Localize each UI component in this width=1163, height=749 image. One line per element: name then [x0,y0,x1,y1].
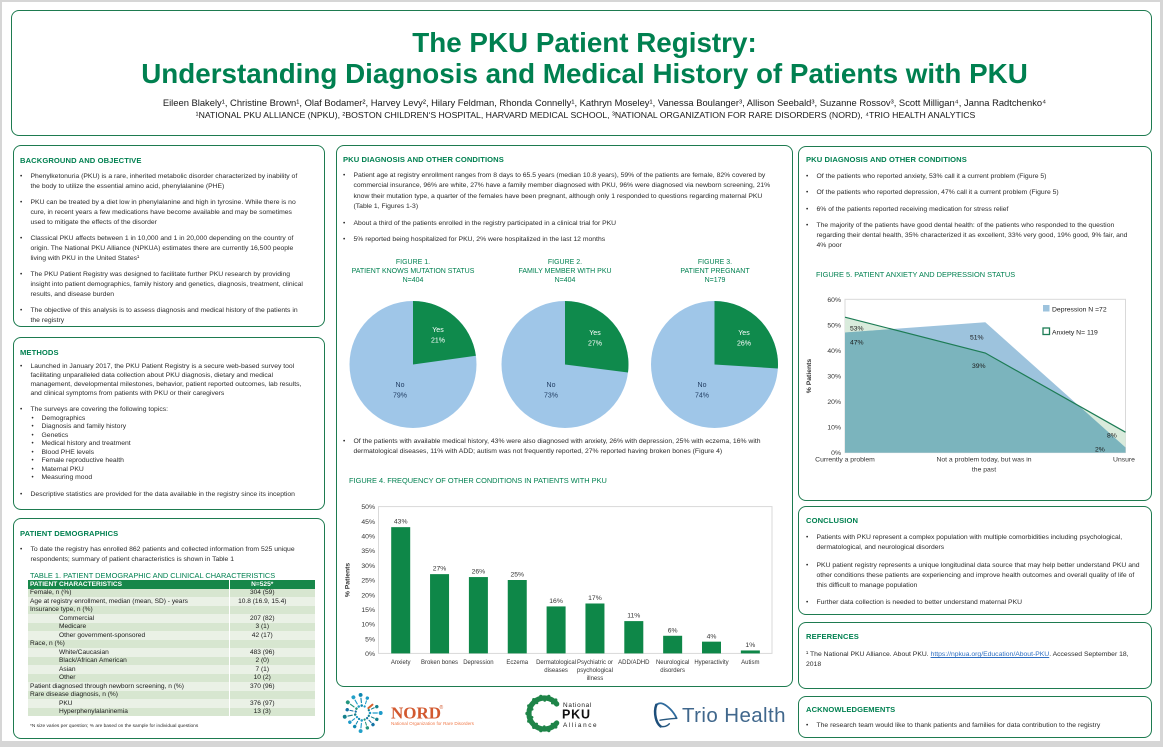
svg-text:8%: 8% [1107,433,1117,440]
svg-text:40%: 40% [361,534,375,541]
svg-text:6%: 6% [668,627,678,634]
svg-text:16%: 16% [549,598,563,605]
svg-text:% Patients: % Patients [345,563,352,598]
svg-text:% Patients: % Patients [806,359,813,394]
svg-text:79%: 79% [393,393,407,400]
svg-text:Autism: Autism [741,660,759,666]
svg-text:Neurological: Neurological [656,660,689,666]
svg-text:Yes: Yes [589,330,601,337]
svg-text:30%: 30% [361,563,375,570]
svg-text:40%: 40% [827,348,841,355]
svg-text:Not a problem today, but was i: Not a problem today, but was in [936,457,1031,464]
svg-text:2%: 2% [1095,447,1105,454]
svg-text:psychological: psychological [577,668,613,674]
svg-text:35%: 35% [361,548,375,555]
svg-text:Depression N =72: Depression N =72 [1052,307,1107,314]
svg-text:National Organization for Rare: National Organization for Rare Disorders [391,721,475,726]
svg-text:4%: 4% [707,633,717,640]
svg-text:illness: illness [587,676,604,682]
svg-text:43%: 43% [394,519,408,526]
svg-text:the past: the past [972,467,996,474]
svg-text:No: No [547,382,556,389]
svg-text:27%: 27% [588,341,602,348]
svg-text:10%: 10% [361,622,375,629]
svg-text:1%: 1% [745,642,755,649]
svg-text:30%: 30% [827,374,841,381]
svg-text:NORD: NORD [391,704,441,723]
svg-text:50%: 50% [827,322,841,329]
svg-text:10%: 10% [827,425,841,432]
svg-text:39%: 39% [972,363,986,370]
svg-text:20%: 20% [827,399,841,406]
svg-text:53%: 53% [850,326,864,333]
svg-text:27%: 27% [433,566,447,573]
svg-text:73%: 73% [544,393,558,400]
svg-text:5%: 5% [365,636,375,643]
svg-text:15%: 15% [361,607,375,614]
svg-text:26%: 26% [472,569,486,576]
svg-text:60%: 60% [827,297,841,304]
svg-text:Yes: Yes [738,330,750,337]
svg-text:0%: 0% [365,651,375,658]
svg-text:25%: 25% [361,578,375,585]
svg-text:Alliance: Alliance [563,722,598,729]
svg-text:No: No [698,382,707,389]
svg-text:Psychiatric or: Psychiatric or [577,660,613,666]
svg-text:11%: 11% [627,613,640,620]
svg-text:45%: 45% [361,519,375,526]
svg-text:Eczema: Eczema [506,660,528,666]
svg-text:Currently a problem: Currently a problem [815,457,875,464]
svg-text:No: No [396,382,405,389]
svg-text:Yes: Yes [432,327,444,334]
svg-text:74%: 74% [695,393,709,400]
svg-text:17%: 17% [588,595,602,602]
svg-text:Hyperactivity: Hyperactivity [694,660,728,666]
svg-text:ADD/ADHD: ADD/ADHD [618,660,650,666]
svg-text:diseases: diseases [544,668,568,674]
svg-text:51%: 51% [970,335,984,342]
svg-text:Anxiety: Anxiety [391,660,411,666]
svg-text:21%: 21% [431,338,445,345]
svg-text:50%: 50% [361,504,375,511]
svg-text:0%: 0% [831,450,841,457]
svg-text:Unsure: Unsure [1113,457,1135,464]
svg-text:25%: 25% [510,572,524,579]
svg-text:Broken bones: Broken bones [421,660,458,666]
svg-text:disorders: disorders [660,668,685,674]
svg-text:Dermatological: Dermatological [536,660,576,666]
svg-text:47%: 47% [850,340,864,347]
svg-text:26%: 26% [737,341,751,348]
svg-text:Depression: Depression [463,660,493,666]
svg-text:Anxiety N= 119: Anxiety N= 119 [1052,330,1098,337]
svg-text:National: National [563,702,592,709]
svg-text:®: ® [440,704,444,711]
svg-text:PKU: PKU [562,708,591,722]
svg-text:Trio Health: Trio Health [682,704,786,727]
svg-text:20%: 20% [361,592,375,599]
